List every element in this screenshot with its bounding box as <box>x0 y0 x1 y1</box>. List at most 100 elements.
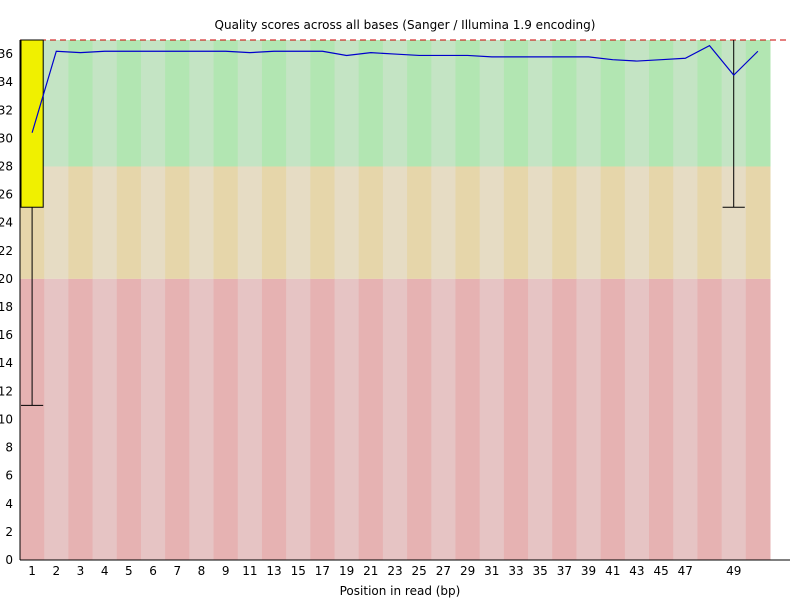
x-tick-label: 6 <box>149 564 157 578</box>
band-good-stripe <box>68 40 94 167</box>
band-good-stripe <box>382 40 408 167</box>
band-reasonable-stripe <box>431 166 456 279</box>
band-good-stripe <box>334 40 360 167</box>
x-tick-label: 15 <box>291 564 306 578</box>
band-reasonable-stripe <box>189 166 215 279</box>
x-tick-label: 31 <box>484 564 499 578</box>
x-tick-label: 5 <box>125 564 133 578</box>
x-tick-label: 43 <box>629 564 644 578</box>
y-tick-label: 10 <box>0 412 13 426</box>
y-tick-label: 36 <box>0 47 13 61</box>
band-reasonable-stripe <box>673 166 698 279</box>
band-reasonable-stripe <box>286 166 311 279</box>
band-reasonable-stripe <box>165 166 190 279</box>
x-axis-label: Position in read (bp) <box>340 584 461 598</box>
x-tick-label: 35 <box>533 564 548 578</box>
x-tick-label: 21 <box>363 564 378 578</box>
band-poor-stripe <box>44 278 69 560</box>
band-poor-stripe <box>189 278 215 560</box>
band-reasonable-stripe <box>358 166 384 279</box>
band-reasonable-stripe <box>44 166 69 279</box>
x-tick-label: 27 <box>436 564 451 578</box>
band-poor-stripe <box>310 278 336 560</box>
x-tick-label: 29 <box>460 564 475 578</box>
y-tick-label: 16 <box>0 328 13 342</box>
x-tick-label: 33 <box>508 564 523 578</box>
band-poor-stripe <box>552 278 577 560</box>
band-poor-stripe <box>528 278 553 560</box>
y-tick-label: 2 <box>5 525 13 539</box>
band-reasonable-stripe <box>310 166 336 279</box>
x-tick-label: 17 <box>315 564 330 578</box>
y-tick-label: 34 <box>0 75 13 89</box>
band-good-stripe <box>165 40 190 167</box>
band-good-stripe <box>213 40 239 167</box>
band-poor-stripe <box>358 278 384 560</box>
band-good-stripe <box>455 40 481 167</box>
band-good-stripe <box>92 40 118 167</box>
x-tick-label: 13 <box>266 564 281 578</box>
band-good-stripe <box>576 40 602 167</box>
band-reasonable-stripe <box>624 166 650 279</box>
band-poor-stripe <box>745 278 771 560</box>
x-tick-label: 37 <box>557 564 572 578</box>
band-poor-stripe <box>237 278 263 560</box>
band-reasonable-stripe <box>140 166 166 279</box>
y-tick-label: 8 <box>5 441 13 455</box>
x-tick-label: 47 <box>678 564 693 578</box>
band-reasonable-stripe <box>479 166 505 279</box>
band-good-stripe <box>624 40 650 167</box>
band-good-stripe <box>673 40 698 167</box>
y-tick-label: 26 <box>0 188 13 202</box>
x-tick-label: 45 <box>653 564 668 578</box>
mean-line-layer <box>31 44 759 133</box>
band-reasonable-stripe <box>334 166 360 279</box>
band-reasonable-stripe <box>407 166 432 279</box>
band-poor-stripe <box>600 278 626 560</box>
band-good-stripe <box>140 40 166 167</box>
band-reasonable-stripe <box>552 166 577 279</box>
x-tick-label: 19 <box>339 564 354 578</box>
band-reasonable-stripe <box>455 166 481 279</box>
band-good-stripe <box>479 40 505 167</box>
interquartile-box <box>20 39 44 208</box>
band-poor-stripe <box>261 278 287 560</box>
x-tick-label: 25 <box>412 564 427 578</box>
band-poor-stripe <box>576 278 602 560</box>
x-tick-label: 1 <box>28 564 36 578</box>
y-tick-label: 30 <box>0 131 13 145</box>
y-tick-label: 12 <box>0 384 13 398</box>
band-poor-stripe <box>140 278 166 560</box>
band-reasonable-stripe <box>600 166 626 279</box>
y-tick-label: 4 <box>5 497 13 511</box>
band-poor-stripe <box>165 278 190 560</box>
band-good-stripe <box>503 40 529 167</box>
x-axis-ticks: 1 2 3 4 5 6 7 8 9 11 13 15 17 19 21 23 25 27 29 31 33 35 37 39 4… <box>28 564 741 578</box>
band-poor-stripe <box>673 278 698 560</box>
band-good-stripe <box>261 40 287 167</box>
band-good-stripe <box>649 40 674 167</box>
band-poor-stripe <box>68 278 94 560</box>
band-reasonable-stripe <box>116 166 142 279</box>
band-poor-stripe <box>407 278 432 560</box>
y-tick-label: 24 <box>0 216 13 230</box>
quality-band-background <box>20 39 790 560</box>
y-tick-label: 6 <box>5 469 13 483</box>
band-good-stripe <box>552 40 577 167</box>
band-good-stripe <box>189 40 215 167</box>
x-tick-label: 41 <box>605 564 620 578</box>
band-poor-stripe <box>721 278 747 560</box>
x-tick-label: 39 <box>581 564 596 578</box>
x-tick-label: 49 <box>726 564 741 578</box>
band-good-stripe <box>237 40 263 167</box>
band-poor-stripe <box>116 278 142 560</box>
chart-title: Quality scores across all bases (Sanger … <box>215 18 596 32</box>
x-tick-label: 2 <box>52 564 60 578</box>
band-poor-stripe <box>431 278 456 560</box>
y-tick-label: 0 <box>5 553 13 567</box>
y-tick-label: 28 <box>0 159 13 173</box>
band-good-stripe <box>600 40 626 167</box>
band-poor-stripe <box>455 278 481 560</box>
